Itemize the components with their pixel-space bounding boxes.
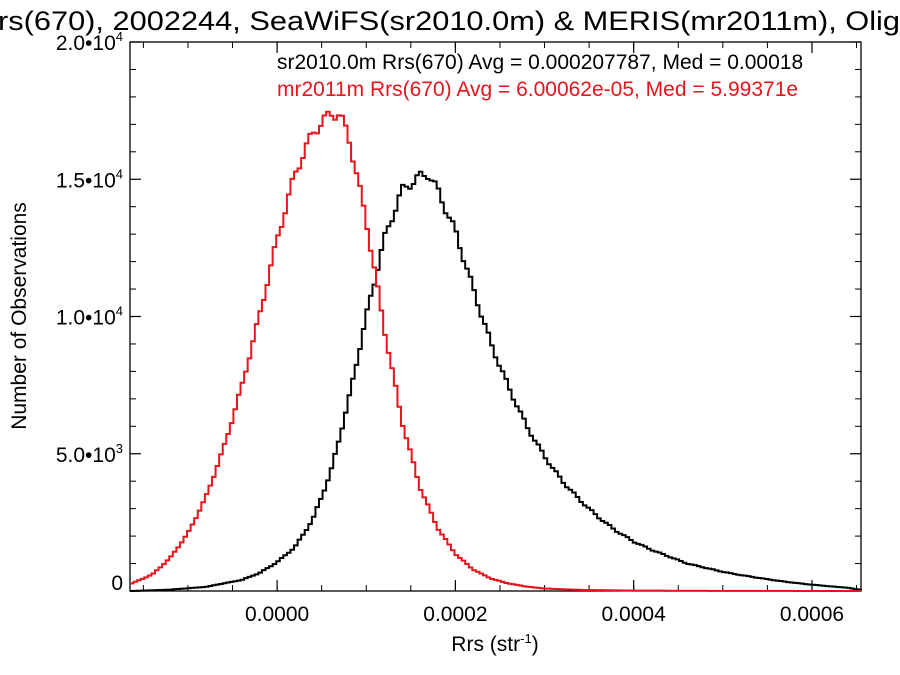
- y-axis: 0 5.0•103 1.0•104 1.5•104 2.0•104: [56, 29, 861, 595]
- x-axis: 0.0000 0.0002 0.0004 0.0006: [142, 42, 858, 626]
- plot-frame: [129, 41, 862, 592]
- series-line-mr2011: [130, 110, 861, 592]
- legend: sr2010.0m Rrs(670) Avg = 0.000207787, Me…: [277, 51, 803, 101]
- y-tick-label: 0: [111, 572, 123, 595]
- x-tick-label: 0.0002: [423, 603, 487, 626]
- legend-entry: sr2010.0m Rrs(670) Avg = 0.000207787, Me…: [277, 51, 803, 74]
- y-tick-label: 2.0•104: [56, 29, 123, 55]
- x-tick-label: 0.0006: [780, 603, 844, 626]
- chart-title: rs(670), 2002244, SeaWiFS(sr2010.0m) & M…: [0, 6, 900, 36]
- y-axis-label: Number of Observations: [8, 202, 31, 430]
- series-line-sr2010: [130, 170, 862, 592]
- x-tick-label: 0.0004: [602, 603, 667, 626]
- legend-entry: mr2011m Rrs(670) Avg = 6.00062e-05, Med …: [277, 78, 798, 101]
- y-tick-label: 1.5•104: [56, 166, 123, 192]
- series-group: [130, 110, 862, 592]
- y-tick-label: 5.0•103: [56, 441, 123, 467]
- x-axis-label: Rrs (str-1): [451, 631, 538, 656]
- x-tick-label: 0.0000: [245, 603, 309, 626]
- y-tick-label: 1.0•104: [56, 304, 123, 330]
